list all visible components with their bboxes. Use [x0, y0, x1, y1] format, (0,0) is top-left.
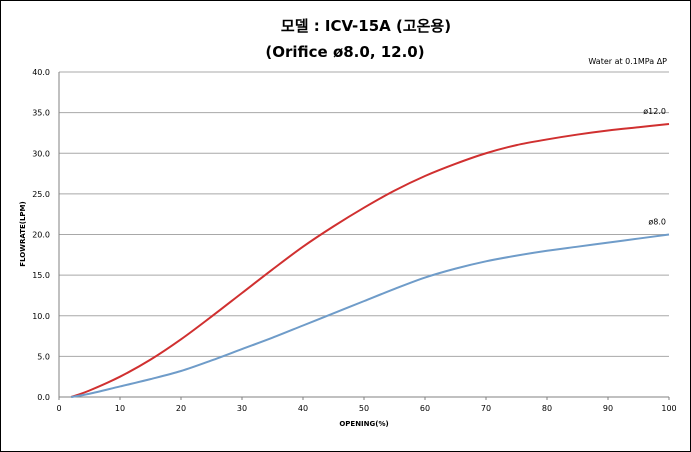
- x-tick-label: 100: [661, 404, 676, 413]
- y-axis-label: FLOWRATE(LPM): [19, 201, 27, 266]
- x-tick-label: 80: [542, 404, 552, 413]
- x-axis-label: OPENING(%): [339, 420, 388, 428]
- series-label-orifice-12: ø12.0: [643, 107, 666, 116]
- y-tick-label: 40.0: [32, 68, 50, 77]
- x-tick-label: 30: [237, 404, 247, 413]
- x-tick-label: 20: [176, 404, 186, 413]
- series-line-orifice-8: [71, 233, 670, 398]
- series: ø12.0 ø8.0: [70, 107, 670, 398]
- chart-title: 모델 : ICV-15A (고온용): [281, 17, 451, 35]
- y-tick-label: 20.0: [32, 231, 50, 240]
- y-tick-label: 15.0: [32, 271, 50, 280]
- y-tick-label: 35.0: [32, 109, 50, 118]
- chart-subtitle: (Orifice ø8.0, 12.0): [265, 43, 424, 61]
- series-label-orifice-8: ø8.0: [648, 218, 666, 227]
- y-tick-label: 0.0: [37, 393, 50, 402]
- y-tick-label: 25.0: [32, 190, 50, 199]
- tick-labels: 0.0 5.0 10.0 15.0 20.0 25.0 30.0 35.0 40.0 0 10 20 3…: [32, 68, 676, 413]
- x-tick-label: 0: [56, 404, 61, 413]
- x-tick-label: 40: [298, 404, 308, 413]
- x-tick-label: 90: [603, 404, 613, 413]
- gridlines: [59, 71, 669, 357]
- y-tick-label: 30.0: [32, 149, 50, 158]
- series-line-orifice-12: [70, 123, 670, 398]
- chart-note: Water at 0.1MPa ΔP: [588, 57, 667, 66]
- y-tick-label: 10.0: [32, 312, 50, 321]
- x-tick-label: 60: [420, 404, 430, 413]
- axes: [58, 72, 670, 400]
- y-tick-label: 5.0: [37, 352, 50, 361]
- x-tick-label: 70: [481, 404, 491, 413]
- x-tick-label: 50: [359, 404, 369, 413]
- x-tick-label: 10: [115, 404, 125, 413]
